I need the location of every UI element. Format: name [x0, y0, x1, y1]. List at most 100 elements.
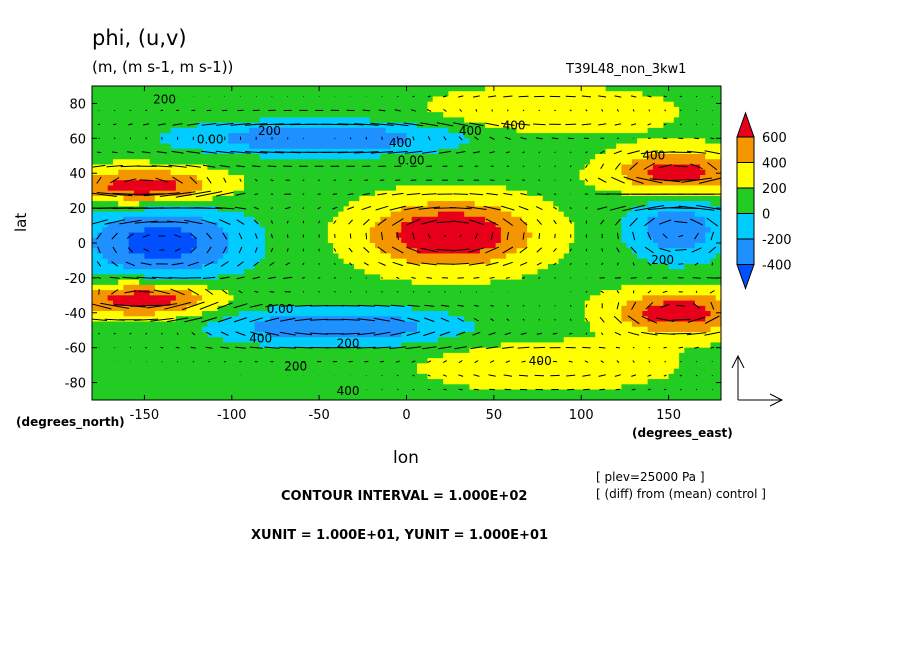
field-cell [595, 174, 602, 181]
field-cell [338, 300, 345, 307]
field-cell [133, 300, 140, 307]
field-cell [684, 269, 691, 275]
field-cell [160, 227, 166, 234]
field-cell [118, 112, 125, 118]
field-cell [474, 185, 481, 192]
field-cell [327, 164, 334, 171]
field-cell [385, 127, 392, 134]
field-cell [228, 274, 235, 281]
field-cell [154, 279, 161, 286]
field-cell [285, 284, 292, 291]
field-cell [369, 269, 376, 275]
field-cell [317, 206, 324, 213]
field-cell [469, 159, 476, 166]
field-cell [186, 243, 193, 249]
field-cell [432, 91, 439, 98]
field-cell [369, 190, 376, 197]
field-cell [338, 206, 345, 213]
field-cell [548, 112, 554, 118]
field-cell [375, 169, 381, 176]
field-cell [422, 237, 429, 244]
field-cell [322, 195, 329, 202]
field-cell [548, 248, 554, 255]
field-cell [264, 274, 271, 281]
field-cell [521, 180, 528, 187]
field-cell [186, 138, 193, 145]
field-cell [448, 222, 455, 228]
field-cell [694, 243, 701, 249]
field-cell [375, 290, 381, 296]
field-cell [558, 101, 565, 108]
field-cell [448, 300, 455, 307]
field-cell [610, 154, 617, 160]
field-cell [270, 295, 277, 302]
field-cell [537, 148, 544, 155]
field-cell [280, 227, 287, 234]
field-cell [154, 185, 161, 192]
field-cell [270, 232, 277, 239]
field-cell [474, 253, 481, 260]
field-cell [568, 86, 575, 92]
field-cell [610, 117, 617, 124]
field-cell [527, 143, 533, 150]
field-cell [437, 284, 444, 291]
field-cell [448, 138, 455, 145]
field-cell [144, 227, 151, 234]
field-cell [343, 101, 350, 108]
field-cell [186, 201, 193, 207]
field-cell [191, 159, 198, 166]
field-cell [123, 106, 130, 113]
field-cell [196, 237, 203, 244]
field-cell [165, 180, 172, 187]
field-cell [133, 122, 140, 129]
field-cell [102, 96, 109, 103]
field-cell [327, 96, 334, 103]
field-cell [537, 127, 544, 134]
field-cell [338, 159, 345, 166]
field-cell [202, 117, 208, 124]
field-cell [658, 201, 664, 207]
field-cell [548, 117, 554, 124]
field-cell [296, 216, 303, 223]
field-cell [212, 216, 219, 223]
field-cell [443, 222, 450, 228]
field-cell [380, 227, 387, 234]
field-cell [715, 201, 721, 207]
field-cell [296, 138, 303, 145]
field-cell [568, 174, 575, 181]
field-cell [165, 185, 172, 192]
field-cell [548, 263, 554, 270]
field-cell [427, 159, 434, 166]
field-cell [506, 243, 512, 249]
field-cell [312, 174, 318, 181]
field-cell [574, 86, 581, 92]
field-cell [710, 127, 717, 134]
field-cell [291, 206, 298, 213]
field-cell [443, 138, 450, 145]
field-cell [652, 190, 659, 197]
field-cell [673, 195, 680, 202]
field-cell [112, 300, 119, 307]
field-cell [92, 300, 98, 307]
field-cell [574, 154, 581, 160]
field-cell [621, 159, 628, 166]
field-cell [584, 106, 591, 113]
field-cell [118, 253, 125, 260]
field-cell [684, 112, 691, 118]
field-cell [112, 284, 119, 291]
field-cell [128, 216, 135, 223]
field-cell [128, 243, 135, 249]
field-cell [542, 258, 549, 265]
field-cell [118, 138, 125, 145]
field-cell [238, 112, 245, 118]
field-cell [312, 284, 318, 291]
field-cell [275, 159, 282, 166]
field-cell [348, 237, 355, 244]
field-cell [416, 201, 423, 207]
field-cell [343, 106, 350, 113]
field-cell [448, 290, 455, 296]
field-cell [453, 159, 460, 166]
field-cell [369, 117, 376, 124]
field-cell [254, 211, 261, 218]
field-cell [338, 227, 345, 234]
